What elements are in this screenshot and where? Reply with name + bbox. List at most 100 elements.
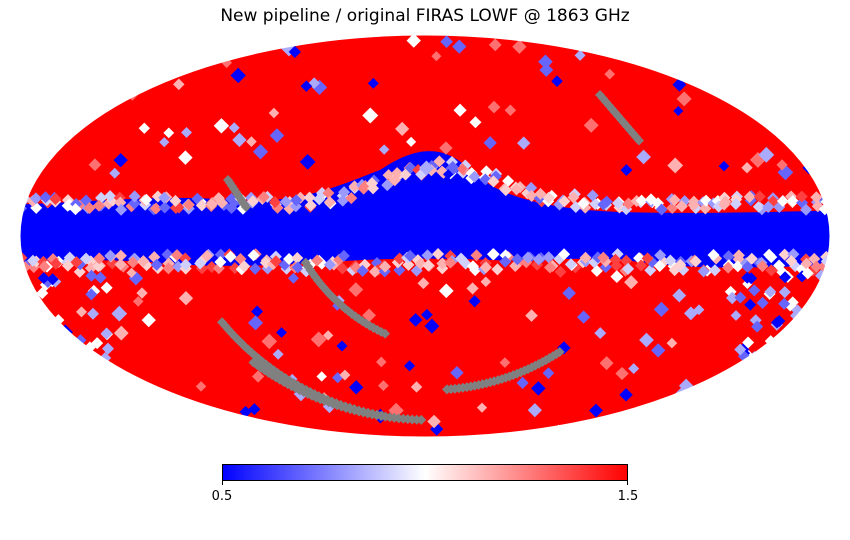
map-pixel bbox=[821, 311, 830, 324]
map-pixel bbox=[664, 254, 677, 267]
map-pixel bbox=[521, 251, 534, 264]
map-pixel bbox=[433, 155, 446, 168]
map-pixel bbox=[487, 248, 500, 261]
map-pixel bbox=[101, 342, 114, 355]
map-pixel bbox=[675, 200, 688, 213]
map-pixel bbox=[542, 191, 555, 204]
map-pixel bbox=[829, 259, 830, 272]
map-pixel bbox=[667, 157, 684, 174]
map-pixel bbox=[247, 249, 260, 262]
map-pixel bbox=[238, 260, 251, 273]
map-pixel bbox=[677, 409, 692, 425]
map-pixel bbox=[810, 191, 823, 204]
map-pixel bbox=[776, 194, 789, 207]
map-pixel bbox=[36, 338, 49, 351]
map-pixel bbox=[635, 259, 648, 272]
map-pixel bbox=[132, 296, 144, 307]
map-pixel bbox=[182, 198, 195, 211]
map-pixel bbox=[672, 288, 687, 303]
map-pixel bbox=[538, 54, 553, 70]
map-pixel bbox=[304, 199, 317, 212]
map-pixel bbox=[276, 327, 287, 338]
map-pixel bbox=[748, 284, 761, 297]
map-pixel bbox=[195, 199, 208, 212]
map-pixel bbox=[499, 357, 511, 368]
map-pixel bbox=[316, 371, 327, 382]
map-pixel bbox=[594, 327, 607, 340]
map-pixel bbox=[653, 260, 666, 273]
map-pixel bbox=[710, 252, 723, 265]
map-pixel bbox=[181, 127, 193, 138]
map-pixel bbox=[269, 255, 282, 268]
map-pixel bbox=[194, 257, 207, 270]
map-pixel bbox=[93, 252, 106, 265]
map-pixel bbox=[758, 146, 775, 163]
map-pixel bbox=[255, 362, 266, 373]
map-pixel bbox=[683, 306, 698, 321]
map-pixel bbox=[466, 282, 479, 295]
map-pixel bbox=[408, 313, 423, 327]
map-pixel bbox=[542, 367, 555, 379]
map-pixel bbox=[316, 186, 329, 199]
map-pixel bbox=[367, 77, 379, 89]
map-pixel bbox=[732, 249, 745, 262]
map-pixel bbox=[39, 147, 52, 161]
map-pixel bbox=[173, 78, 185, 91]
map-pixel bbox=[586, 189, 599, 202]
map-pixel bbox=[128, 190, 141, 203]
map-pixel bbox=[760, 350, 773, 363]
map-pixel bbox=[268, 196, 281, 209]
map-pixel bbox=[323, 196, 336, 209]
map-pixel bbox=[753, 190, 766, 203]
map-pixel bbox=[480, 165, 493, 178]
map-pixel bbox=[141, 313, 156, 328]
map-pixel bbox=[393, 252, 406, 265]
map-pixel bbox=[136, 287, 148, 299]
map-pixel bbox=[368, 265, 381, 278]
map-pixel bbox=[137, 255, 150, 268]
map-pixel bbox=[114, 196, 127, 209]
map-pixel bbox=[178, 150, 193, 165]
map-pixel bbox=[362, 308, 376, 323]
map-pixel bbox=[283, 252, 296, 265]
map-pixel bbox=[162, 262, 175, 275]
map-pixel bbox=[619, 388, 633, 402]
map-pixel bbox=[217, 317, 228, 328]
map-pixel bbox=[213, 118, 230, 134]
map-pixel bbox=[158, 201, 171, 214]
map-pixel bbox=[251, 305, 264, 318]
map-pixel bbox=[603, 44, 617, 57]
map-pixel bbox=[628, 363, 640, 375]
map-pixel bbox=[436, 257, 449, 270]
map-pixel bbox=[100, 327, 113, 340]
map-pixel bbox=[36, 287, 49, 300]
map-pixel bbox=[322, 330, 334, 341]
map-pixel bbox=[635, 194, 648, 207]
map-pixel bbox=[290, 194, 303, 207]
map-pixel bbox=[624, 275, 639, 290]
map-pixel bbox=[499, 255, 512, 268]
map-pixel bbox=[512, 39, 527, 54]
map-pixel bbox=[517, 136, 531, 150]
map-pixel bbox=[388, 174, 401, 187]
map-pixel bbox=[46, 273, 59, 286]
map-pixel bbox=[802, 136, 818, 153]
map-pixel bbox=[406, 35, 421, 48]
map-pixel bbox=[722, 261, 735, 274]
map-pixel bbox=[554, 265, 567, 278]
map-pixel bbox=[785, 254, 798, 267]
map-pixel bbox=[674, 258, 687, 271]
map-pixel bbox=[693, 304, 705, 316]
map-pixel bbox=[558, 248, 571, 261]
map-pixel bbox=[440, 35, 453, 48]
map-pixel bbox=[830, 191, 842, 203]
map-pixel bbox=[111, 82, 123, 94]
map-pixel bbox=[73, 265, 86, 278]
map-pixel bbox=[510, 183, 523, 196]
map-pixel bbox=[641, 47, 656, 62]
map-pixel bbox=[404, 249, 417, 262]
map-pixel bbox=[831, 266, 843, 278]
map-pixel bbox=[562, 286, 576, 300]
map-pixel bbox=[779, 271, 792, 284]
map-pixel bbox=[599, 356, 614, 371]
